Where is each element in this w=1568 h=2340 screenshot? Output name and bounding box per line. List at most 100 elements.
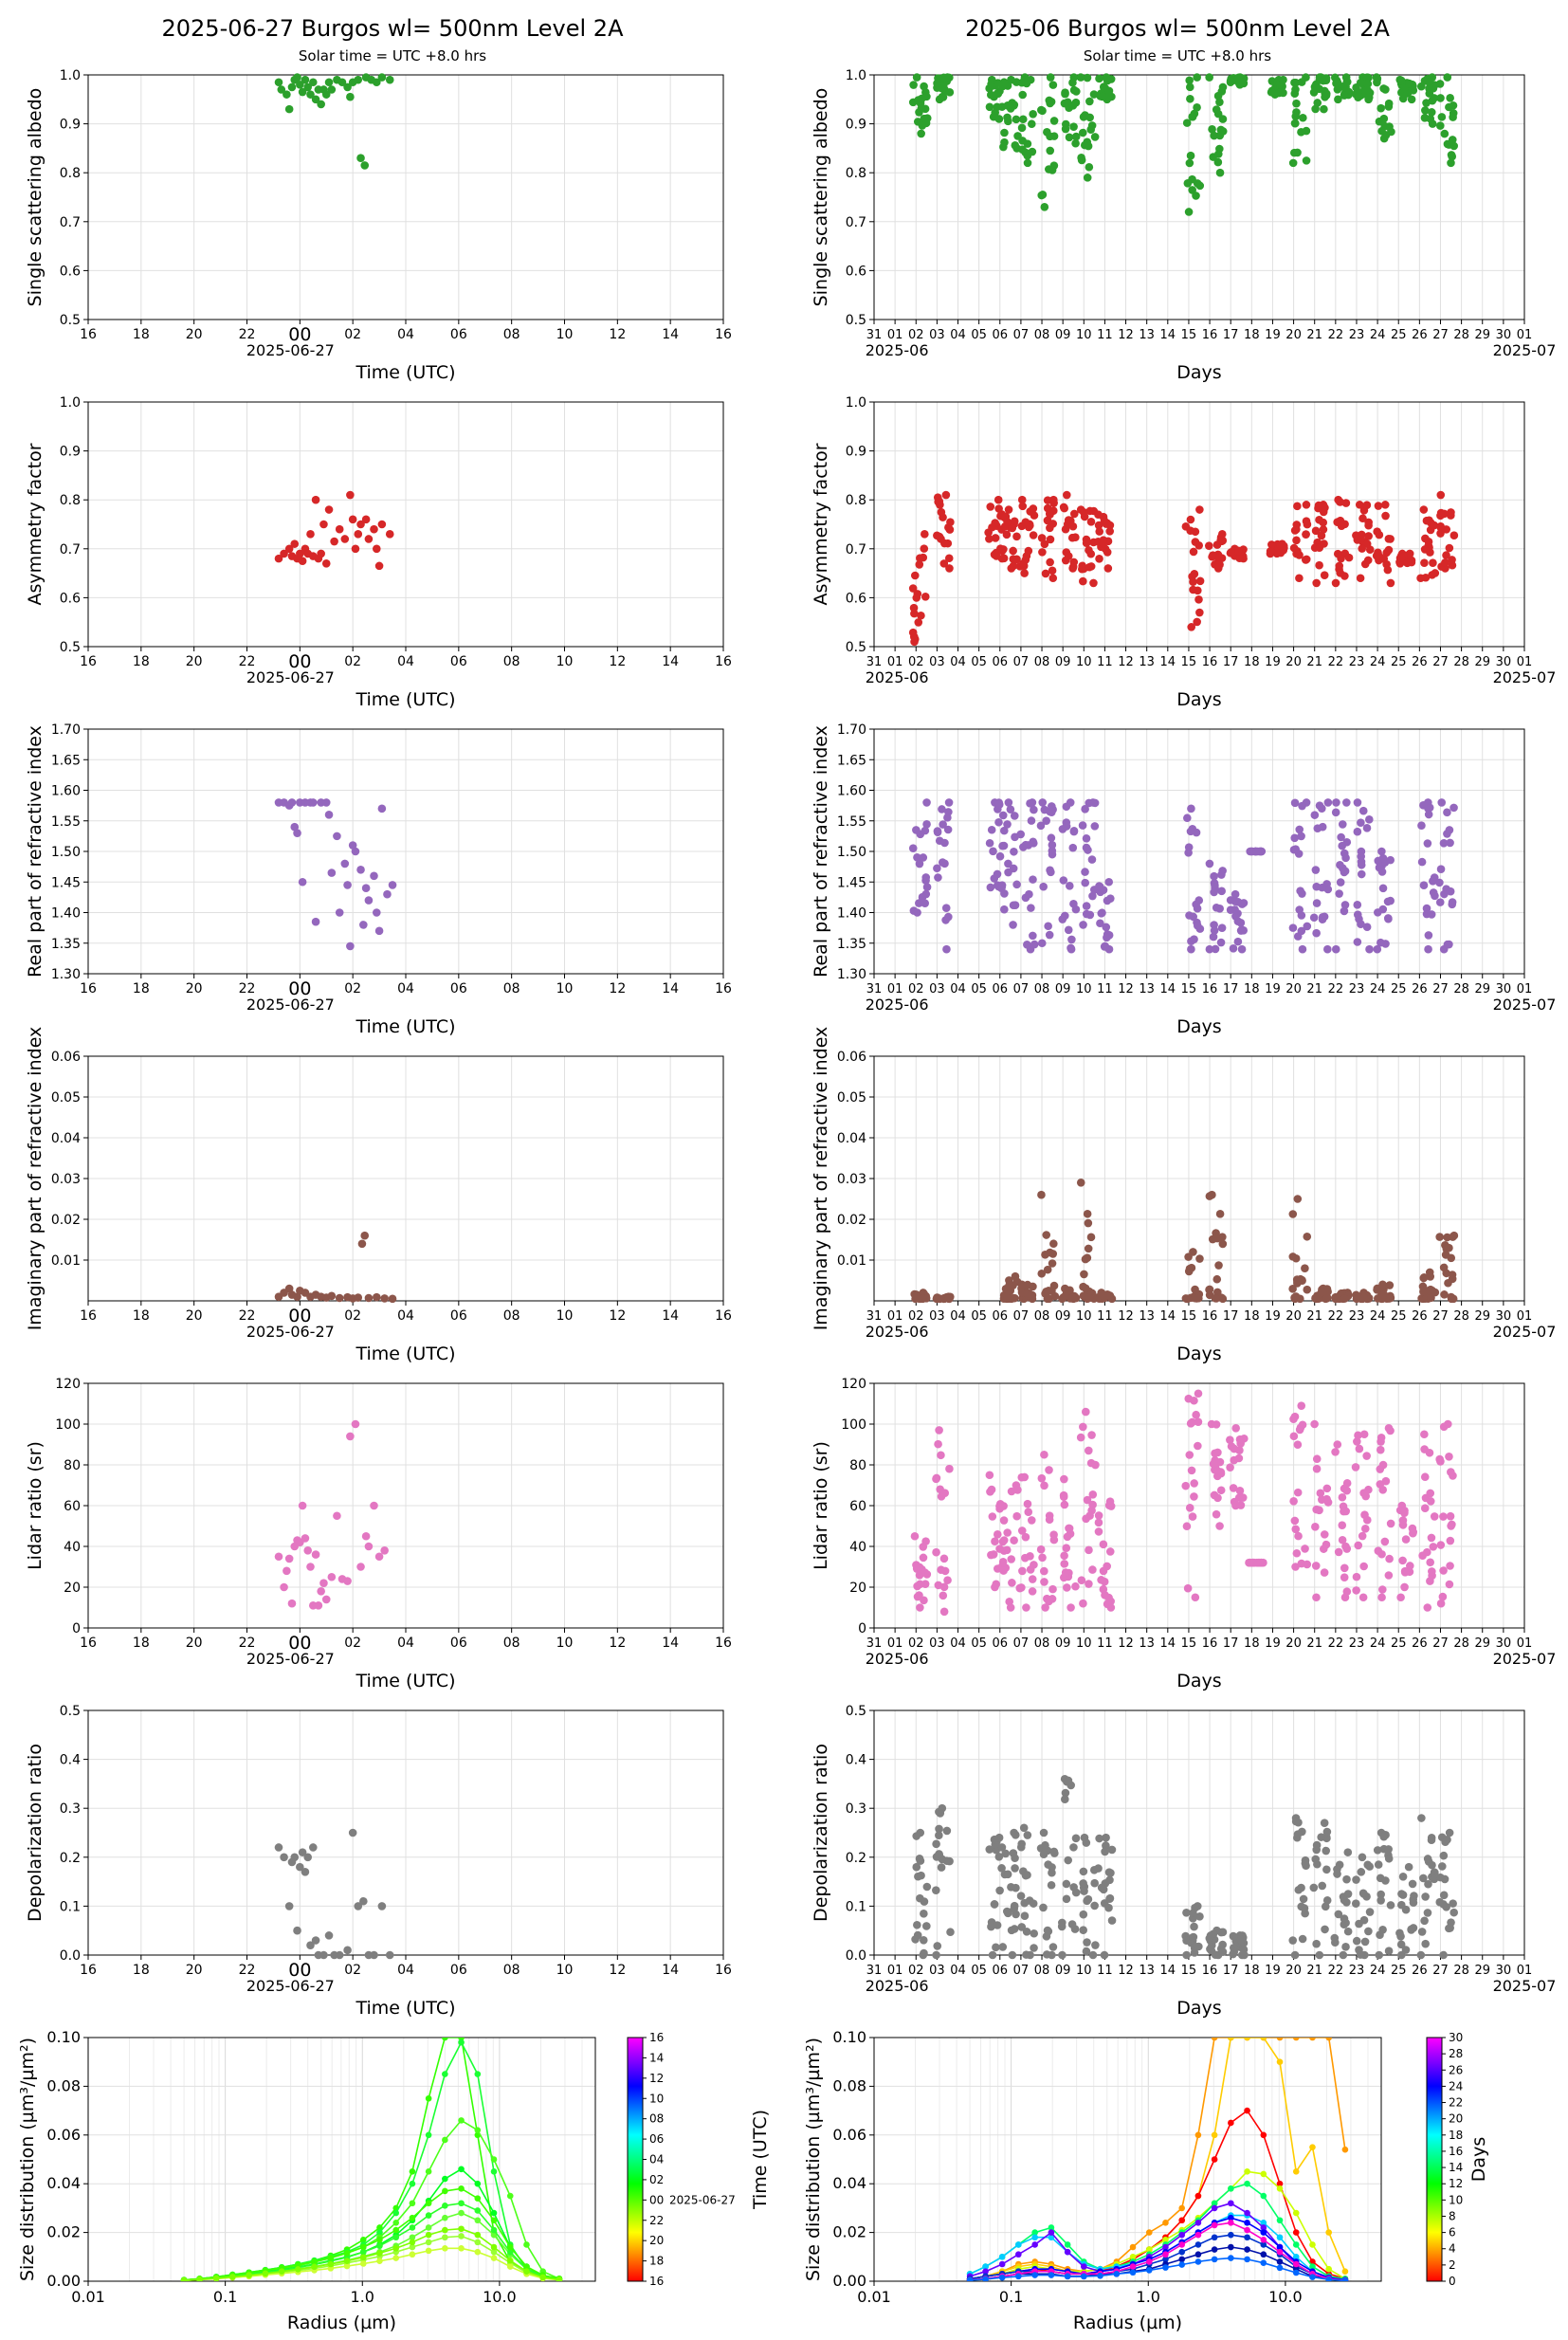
data-point	[1192, 1410, 1200, 1419]
series-point	[409, 2239, 416, 2246]
data-point	[1213, 91, 1223, 101]
x-tick-label: 21	[1306, 1964, 1322, 1978]
series-point	[474, 2195, 482, 2202]
data-point	[1377, 1896, 1385, 1905]
data-point	[1043, 496, 1052, 504]
data-point	[935, 1824, 943, 1834]
data-point	[1048, 1868, 1056, 1877]
date-label: 2025-06-27	[246, 1323, 335, 1341]
data-point	[1427, 1293, 1435, 1303]
data-point	[364, 1542, 374, 1551]
data-point	[1447, 151, 1456, 159]
series-point	[1064, 2248, 1071, 2256]
data-point	[1424, 1879, 1432, 1889]
data-point	[1425, 84, 1433, 93]
data-point	[1376, 1445, 1385, 1454]
data-point	[1343, 1890, 1353, 1898]
data-point	[940, 1489, 950, 1498]
data-point	[1226, 1435, 1234, 1444]
data-point	[1315, 560, 1323, 570]
data-point	[944, 798, 954, 807]
data-point	[311, 917, 320, 926]
series-point	[376, 2242, 383, 2250]
x-tick-label: 06	[450, 1308, 467, 1324]
data-point	[1038, 106, 1047, 116]
data-point	[1357, 818, 1365, 827]
series-point	[1097, 2273, 1103, 2279]
x-tick-label: 31	[866, 982, 883, 996]
data-point	[1030, 1929, 1039, 1938]
data-point	[939, 513, 947, 521]
series-point	[442, 2214, 448, 2221]
x-tick-label: 30	[1496, 1636, 1512, 1651]
data-point	[1048, 840, 1057, 850]
data-point	[343, 1577, 352, 1585]
data-point	[388, 1294, 397, 1304]
data-point	[1205, 859, 1214, 868]
series-point	[1276, 2264, 1284, 2272]
series-point	[1260, 2220, 1267, 2226]
data-point	[939, 1582, 949, 1592]
series-point	[425, 2239, 432, 2246]
x-tick-label: 1.0	[351, 2288, 374, 2306]
data-point	[1094, 1511, 1103, 1520]
data-point	[1449, 1899, 1457, 1908]
data-point	[1236, 918, 1246, 927]
data-point	[1215, 560, 1224, 569]
x-tick-label: 18	[133, 654, 150, 669]
data-point	[1030, 805, 1038, 814]
daily-imag_ri-panel: 16 18 20 22 00 02 04 06 08 10 12 14 162025-06-270.01…	[25, 1027, 732, 1364]
series-line	[184, 2040, 560, 2281]
x-tick-label: 21	[1306, 328, 1322, 342]
data-point	[1398, 94, 1408, 103]
data-point	[1381, 511, 1390, 521]
data-point	[1209, 1929, 1218, 1938]
data-point	[1039, 882, 1048, 891]
data-point	[1338, 1535, 1347, 1545]
data-point	[284, 1554, 294, 1563]
x-tick-label: 10	[556, 1963, 574, 1978]
series-point	[458, 2225, 465, 2233]
data-point	[1339, 1950, 1348, 1960]
data-point	[1338, 1521, 1347, 1529]
data-point	[1302, 126, 1311, 136]
x-tick-label: 16	[80, 327, 97, 342]
data-point	[1089, 90, 1099, 99]
data-point	[1311, 104, 1320, 114]
data-point	[1019, 1823, 1029, 1833]
data-point	[1210, 887, 1218, 897]
data-point	[308, 1843, 318, 1852]
series-point	[1228, 2119, 1234, 2127]
x-tick-label: 0.1	[999, 2288, 1023, 2306]
data-point	[1417, 857, 1427, 867]
data-point	[1377, 103, 1385, 113]
series-point	[425, 2094, 432, 2102]
series-point	[295, 2266, 301, 2273]
data-point	[1061, 124, 1070, 134]
series-point	[1292, 2168, 1300, 2175]
data-point	[987, 1485, 996, 1494]
x-tick-label: 18	[1244, 1964, 1260, 1978]
data-point	[1445, 543, 1454, 553]
data-point	[1012, 1831, 1020, 1839]
data-point	[1293, 547, 1302, 556]
data-point	[1249, 1558, 1258, 1567]
data-point	[1182, 1908, 1191, 1917]
data-point	[1312, 1939, 1321, 1948]
series-point	[1276, 2038, 1284, 2041]
data-point	[1351, 1899, 1360, 1908]
axes-frame	[873, 401, 1525, 648]
series-point	[311, 2258, 318, 2265]
data-point	[936, 1294, 944, 1304]
right-colorbar-label: Days	[1468, 2137, 1489, 2182]
x-tick-label: 07	[1013, 655, 1030, 669]
series-point	[556, 2276, 563, 2281]
data-point	[1212, 1420, 1221, 1429]
data-point	[921, 530, 929, 539]
data-point	[1210, 871, 1218, 881]
data-point	[1040, 539, 1049, 549]
data-point	[932, 1474, 940, 1484]
series-point	[1194, 2131, 1202, 2139]
data-point	[1183, 814, 1192, 823]
x-tick-label: 01	[1517, 655, 1533, 669]
